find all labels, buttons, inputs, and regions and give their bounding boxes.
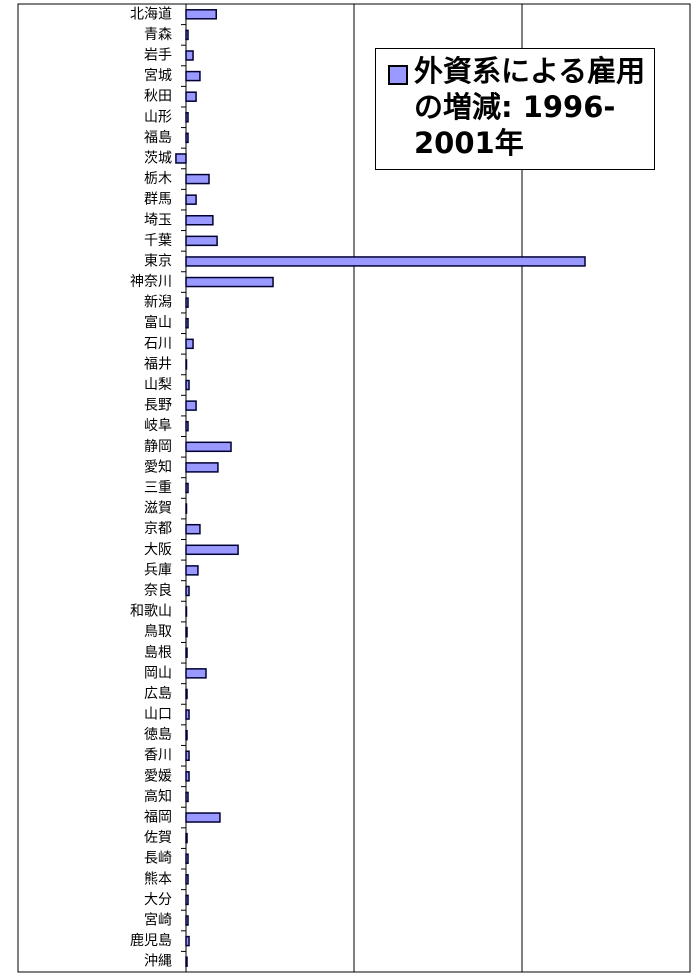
bar xyxy=(185,379,190,391)
bar xyxy=(185,215,214,226)
bar xyxy=(185,112,189,123)
bar xyxy=(185,441,232,453)
bar xyxy=(185,91,197,102)
bar xyxy=(185,668,207,679)
category-label: 岐阜 xyxy=(144,417,172,434)
bar xyxy=(185,853,189,864)
category-label: 富山 xyxy=(144,314,172,331)
category-label: 石川 xyxy=(144,336,172,352)
bar xyxy=(185,173,210,185)
bar xyxy=(185,915,189,926)
bar xyxy=(185,276,274,288)
category-label: 山梨 xyxy=(144,377,172,393)
bar xyxy=(175,153,187,164)
category-label: 岩手 xyxy=(144,47,172,63)
category-label: 東京 xyxy=(144,253,172,269)
bar xyxy=(185,50,194,61)
category-label: 愛媛 xyxy=(144,768,172,784)
bar xyxy=(185,935,190,947)
bar xyxy=(185,400,197,411)
category-label: 宮城 xyxy=(144,68,172,84)
legend-swatch xyxy=(388,65,408,85)
category-label: 鹿児島 xyxy=(130,932,172,949)
category-label: 青森 xyxy=(144,27,172,43)
bar xyxy=(185,132,189,144)
category-label: 鳥取 xyxy=(144,624,172,640)
category-label: 福岡 xyxy=(144,810,172,826)
bar xyxy=(185,297,189,308)
category-label: 大阪 xyxy=(144,542,172,558)
category-label: 福井 xyxy=(144,356,172,372)
bar xyxy=(185,585,190,597)
bar xyxy=(185,791,189,803)
category-label: 沖縄 xyxy=(144,954,172,970)
category-label: 高知 xyxy=(144,788,172,805)
category-label: 北海道 xyxy=(130,6,172,22)
bar xyxy=(185,812,221,823)
bar xyxy=(185,832,188,844)
bar xyxy=(185,626,188,638)
bar xyxy=(185,956,188,967)
bar xyxy=(185,606,188,617)
bar xyxy=(185,750,190,761)
category-label: 神奈川 xyxy=(130,274,172,290)
bar xyxy=(185,70,201,82)
category-label: 滋賀 xyxy=(144,501,172,517)
category-label: 千葉 xyxy=(144,233,172,249)
bar xyxy=(185,235,218,247)
bar xyxy=(185,482,189,494)
bar xyxy=(185,194,197,205)
category-label: 兵庫 xyxy=(144,561,172,578)
bar xyxy=(185,523,201,535)
bar xyxy=(185,9,217,20)
bar xyxy=(185,565,199,576)
category-label: 和歌山 xyxy=(130,604,172,620)
category-label: 山形 xyxy=(144,109,172,125)
category-label: 山口 xyxy=(144,707,172,723)
category-label: 静岡 xyxy=(144,439,172,455)
bar xyxy=(185,894,189,906)
category-label: 長崎 xyxy=(144,851,172,867)
category-label: 徳島 xyxy=(144,727,172,743)
category-label: 三重 xyxy=(144,480,172,496)
legend-label: 外資系による雇用の増減: 1996-2001年 xyxy=(414,54,646,160)
category-label: 愛知 xyxy=(144,458,172,475)
category-label: 宮崎 xyxy=(144,913,172,929)
bar xyxy=(185,709,190,720)
bar xyxy=(185,688,188,700)
category-label: 香川 xyxy=(144,748,172,764)
category-label: 茨城 xyxy=(144,150,172,166)
legend: 外資系による雇用の増減: 1996-2001年 xyxy=(375,48,655,170)
category-label: 大分 xyxy=(144,892,172,908)
category-label: 群馬 xyxy=(144,192,172,208)
bar xyxy=(185,544,239,556)
bar xyxy=(185,647,188,659)
category-label: 京都 xyxy=(144,521,172,537)
category-label: 奈良 xyxy=(144,583,172,599)
bar xyxy=(185,503,188,514)
category-label: 秋田 xyxy=(144,89,172,105)
bar xyxy=(185,338,194,350)
category-label: 熊本 xyxy=(144,871,172,887)
bar xyxy=(185,771,190,782)
category-label: 栃木 xyxy=(144,171,172,187)
bar xyxy=(185,256,586,267)
category-label: 島根 xyxy=(144,645,172,661)
bar xyxy=(185,729,188,741)
bar xyxy=(185,29,189,41)
category-label: 新潟 xyxy=(144,295,172,311)
category-label: 福島 xyxy=(144,130,172,146)
category-label: 岡山 xyxy=(144,665,172,681)
category-label: 佐賀 xyxy=(144,830,172,846)
category-label: 長野 xyxy=(144,398,172,414)
bar xyxy=(185,874,189,885)
category-label: 埼玉 xyxy=(144,212,172,228)
bar xyxy=(185,462,219,473)
bar xyxy=(185,359,188,370)
bar xyxy=(185,420,189,432)
bar xyxy=(185,317,189,329)
category-label: 広島 xyxy=(144,686,172,702)
